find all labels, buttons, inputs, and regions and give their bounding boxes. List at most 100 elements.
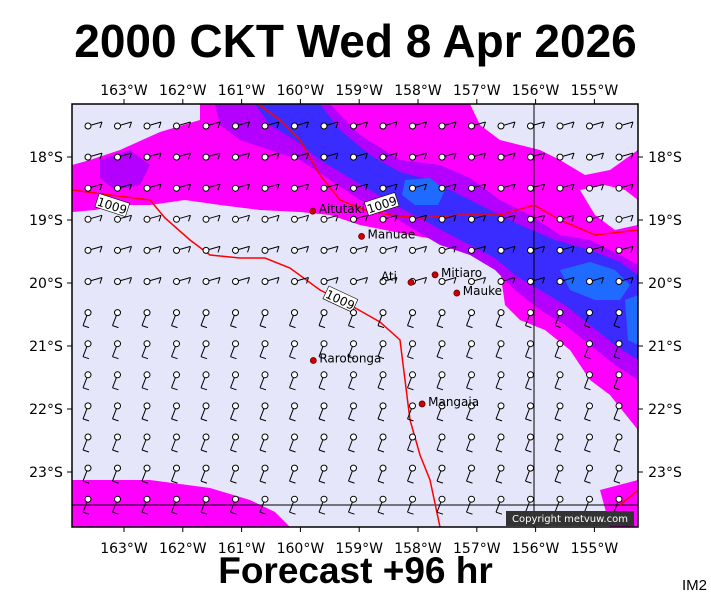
wind-barb [200, 340, 210, 360]
wind-barb [554, 371, 564, 391]
wind-barb [495, 309, 505, 329]
wind-barb [497, 245, 516, 254]
wind-barb [289, 464, 298, 484]
wind-barb [436, 464, 446, 484]
wind-barb [377, 371, 387, 391]
wind-barb [261, 214, 280, 223]
wind-barb [173, 214, 191, 223]
wind-barb [495, 371, 505, 391]
wind-barb [318, 402, 328, 422]
wind-barb [202, 183, 221, 192]
wind-barb [291, 277, 309, 285]
wind-barb [527, 121, 545, 130]
wind-barb [436, 371, 446, 391]
wind-barb [230, 433, 239, 453]
lat-tick-label: 19°S [29, 213, 63, 229]
lat-tick-label: 23°S [648, 465, 682, 481]
wind-barb [348, 402, 357, 422]
wind-barb [438, 183, 457, 192]
wind-barb [379, 214, 398, 223]
image-tag: IM2 [681, 577, 707, 594]
wind-barb [438, 245, 457, 254]
wind-barb [527, 152, 545, 161]
wind-barb [586, 245, 604, 254]
wind-barb [112, 309, 121, 329]
rain-core-3 [625, 295, 638, 345]
wind-barb [466, 433, 475, 453]
wind-barb [320, 183, 339, 192]
copyright-text: Copyright metvuw.com [512, 514, 628, 525]
wind-barb [171, 402, 180, 422]
rain-band-heavy [255, 104, 638, 360]
wind-barb [171, 340, 180, 360]
wind-barb [409, 152, 427, 161]
wind-barb [495, 402, 505, 422]
lat-tick-label: 20°S [29, 276, 63, 292]
wind-barb [348, 433, 357, 453]
wind-barb [438, 152, 457, 161]
wind-barb [438, 121, 457, 130]
wind-barb [525, 309, 534, 329]
wind-barb [497, 152, 516, 161]
wind-barb [525, 402, 534, 422]
wind-barb [143, 214, 162, 223]
wind-barb [350, 121, 368, 130]
map-frame [71, 103, 639, 528]
wind-barb [468, 245, 486, 254]
place-label: Mitiaro [441, 266, 482, 280]
wind-barb [554, 402, 564, 422]
wind-barb [615, 121, 634, 130]
wind-barb [377, 340, 387, 360]
lon-tick-label: 155°W [571, 83, 619, 99]
wind-barb [114, 214, 132, 223]
place-marker [453, 289, 461, 297]
wind-barb [377, 309, 387, 329]
wind-barb [584, 495, 593, 515]
place-marker [431, 271, 439, 279]
wind-barb [143, 245, 162, 254]
wind-barb [615, 245, 634, 254]
wind-barb [379, 183, 398, 192]
wind-barb [377, 464, 387, 484]
lat-tick-label: 21°S [29, 339, 63, 355]
wind-barb [82, 433, 92, 453]
wind-barb [527, 214, 545, 223]
lon-tick-label: 161°W [218, 541, 266, 557]
wind-barb [200, 464, 210, 484]
place-marker [407, 278, 415, 286]
wind-barb [409, 183, 427, 192]
wind-barb [348, 464, 357, 484]
wind-barb [409, 214, 427, 223]
wind-barb [84, 152, 103, 161]
wind-barb [232, 214, 250, 223]
wind-barb [259, 371, 269, 391]
place-label: Mauke [463, 284, 502, 298]
wind-barb [143, 121, 162, 130]
forecast-label: Forecast +96 hr [218, 550, 493, 591]
wind-barb [230, 371, 239, 391]
wind-barb [377, 495, 387, 515]
wind-barb [436, 495, 446, 515]
wind-barb [289, 340, 298, 360]
wind-barb [350, 277, 368, 285]
wind-barb [556, 277, 575, 285]
wind-barb [82, 464, 92, 484]
wind-barbs [82, 121, 634, 515]
wind-barb [200, 309, 210, 329]
wind-barb [586, 277, 604, 285]
wind-barb [613, 433, 623, 453]
wind-barb [261, 183, 280, 192]
wind-barb [556, 152, 575, 161]
wind-barb [259, 464, 269, 484]
wind-barb [468, 277, 486, 285]
wind-barb [82, 340, 92, 360]
wind-barb [141, 464, 151, 484]
clear-area-nw [72, 104, 200, 165]
wind-barb [348, 495, 357, 515]
wind-barb [438, 277, 457, 285]
wind-barb [171, 371, 180, 391]
wind-barb [291, 152, 309, 161]
lon-tick-label: 163°W [100, 83, 148, 99]
wind-barb [407, 433, 416, 453]
wind-barb [586, 121, 604, 130]
